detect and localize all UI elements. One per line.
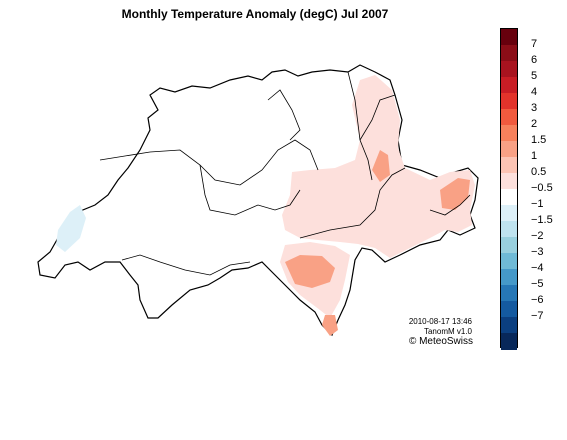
legend-swatch	[501, 77, 517, 94]
map-title: Monthly Temperature Anomaly (degC) Jul 2…	[121, 7, 389, 21]
legend-tick-label: −2	[531, 230, 544, 242]
legend-swatch	[501, 253, 517, 270]
legend-tick-label: −3	[531, 246, 544, 258]
anomaly-region-south	[322, 315, 338, 336]
legend-tick-label: 2	[531, 118, 538, 130]
legend-tick-label: 1	[531, 150, 538, 162]
country-border	[37, 64, 479, 337]
legend-swatch	[501, 221, 517, 238]
legend-swatch	[501, 173, 517, 190]
legend-swatch	[501, 61, 517, 78]
legend-swatch	[501, 285, 517, 302]
product-text: TanomM v1.0	[423, 327, 472, 336]
legend-tick-label: 4	[531, 86, 538, 98]
legend-tick-label: −1	[531, 198, 544, 210]
legend-tick-label: −4	[531, 262, 544, 274]
legend-tick-label: −0.5	[531, 182, 553, 194]
legend-tick-label: −1.5	[531, 214, 553, 226]
copyright-text: © MeteoSwiss	[408, 336, 473, 347]
legend-swatch	[501, 45, 517, 62]
legend-swatch	[501, 125, 517, 142]
legend-tick-label: −7	[531, 310, 544, 322]
legend-tick-label: 0.5	[531, 166, 547, 178]
legend-tick-label: −6	[531, 294, 544, 306]
legend-swatch	[501, 301, 517, 318]
legend-swatch	[501, 93, 517, 110]
legend-swatch	[501, 141, 517, 158]
legend-swatch	[501, 237, 517, 254]
anomaly-region-geneva	[56, 205, 86, 252]
timestamp-text: 2010-08-17 13:46	[408, 317, 472, 326]
legend-swatch	[501, 317, 517, 334]
legend-swatch	[501, 109, 517, 126]
legend-swatch	[501, 333, 517, 350]
anomaly-region-ticino-warm	[285, 255, 335, 288]
legend-tick-label: −5	[531, 278, 544, 290]
legend-swatch	[501, 205, 517, 222]
anomaly-region-rhine	[372, 150, 390, 182]
legend-tick-label: 6	[531, 54, 538, 66]
legend-swatch	[501, 269, 517, 286]
legend-tick-label: 7	[531, 38, 538, 50]
legend-tick-label: 3	[531, 102, 538, 114]
legend-tick-label: 1.5	[531, 134, 547, 146]
legend-tick-label: 5	[531, 70, 538, 82]
legend-swatch	[501, 157, 517, 174]
color-legend	[500, 28, 518, 350]
legend-swatch	[501, 29, 517, 46]
legend-swatch	[501, 189, 517, 206]
